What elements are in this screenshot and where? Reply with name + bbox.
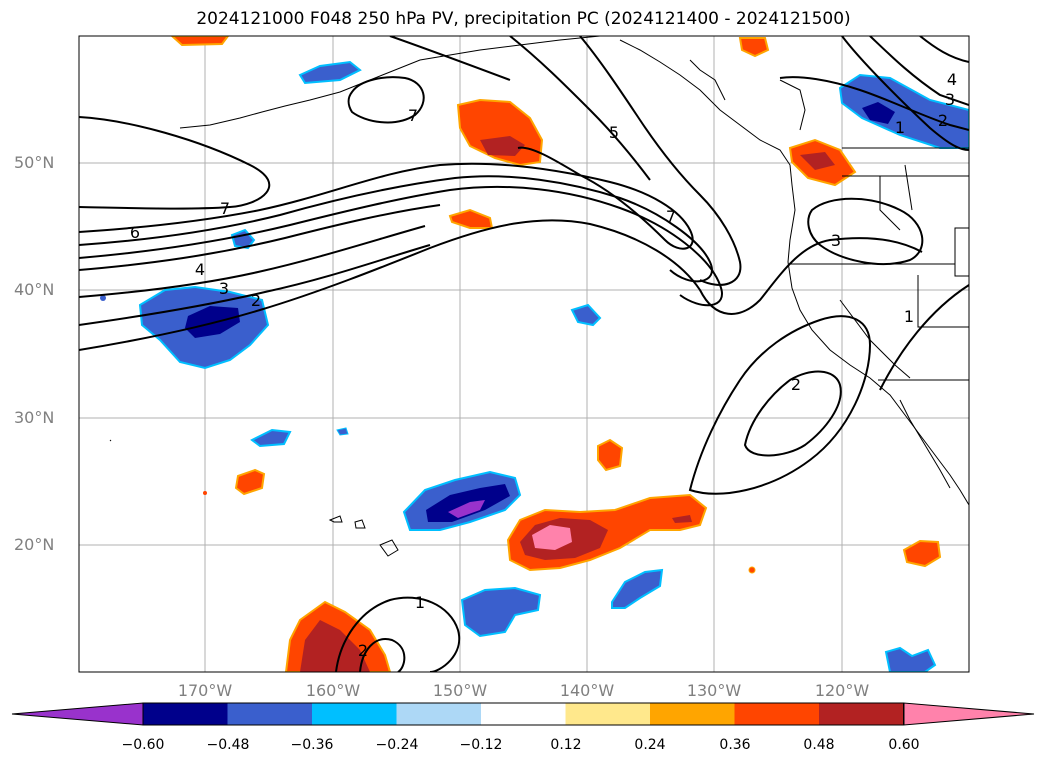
colorbar-segment — [650, 703, 735, 725]
pv-label: 2 — [791, 375, 801, 394]
map-title: 2024121000 F048 250 hPa PV, precipitatio… — [196, 9, 851, 29]
lon-label-140w: 140°W — [559, 681, 615, 700]
colorbar-tick: −0.24 — [375, 737, 419, 753]
pv-label: 7 — [666, 207, 676, 226]
precip-blob-bottom-right-blue — [884, 646, 937, 672]
precip-blob-top-orange-small — [738, 37, 770, 58]
colorbar-segment — [143, 703, 228, 725]
precip-blob-washington-orange — [788, 138, 857, 187]
colorbar-tick: −0.36 — [290, 737, 334, 753]
colorbar-tick: −0.12 — [459, 737, 503, 753]
map-frame — [78, 35, 970, 673]
precip-blob-gulf-alaska-orange — [456, 98, 544, 167]
precip-dot — [100, 295, 106, 301]
precip-blob-top-left-orange — [170, 36, 230, 47]
colorbar-tick: 0.48 — [803, 737, 835, 753]
precip-blob-south-blue-small — [250, 427, 349, 448]
precip-blob-bc-blue — [838, 73, 969, 149]
lon-label-160w: 160°W — [305, 681, 361, 700]
colorbar-frame — [142, 702, 904, 726]
pv-label: 3 — [219, 279, 229, 298]
lat-label-20n: 20°N — [14, 535, 55, 554]
colorbar-arrow-left — [11, 702, 144, 726]
lat-label-30n: 30°N — [14, 408, 55, 427]
pv-label: 5 — [609, 123, 619, 142]
pv-label: 1 — [415, 593, 425, 612]
pv-label: 7 — [220, 199, 230, 218]
precip-blob-hawaii-blue — [402, 470, 522, 531]
pv-label: 4 — [947, 70, 957, 89]
colorbar-tick: 0.12 — [550, 737, 582, 753]
precip-blob-mid-blue-small — [570, 303, 602, 327]
pv-label: 4 — [195, 260, 205, 279]
colorbar — [11, 702, 1035, 726]
colorbar-segment — [734, 703, 820, 725]
colorbar-arrow-right — [903, 702, 1035, 726]
precip-dot — [748, 566, 756, 574]
pv-label: 2 — [358, 641, 368, 660]
lon-label-130w: 130°W — [686, 681, 742, 700]
pv-label: 6 — [130, 223, 140, 242]
colorbar-segment — [819, 703, 904, 725]
lon-label-120w: 120°W — [814, 681, 870, 700]
colorbar-tick: 0.60 — [888, 737, 920, 753]
precip-blob-aleutian-blue — [298, 60, 362, 85]
colorbar-segment — [396, 703, 482, 725]
precip-blob-south-orange-small — [234, 438, 624, 496]
colorbar-tick: 0.36 — [719, 737, 751, 753]
colorbar-tick: −0.60 — [121, 737, 165, 753]
pv-label: 7 — [408, 106, 418, 125]
pv-contour-labels: 7 5 7 7 6 4 3 2 3 2 1 1 4 3 2 1 2 — [130, 70, 957, 660]
lat-label-40n: 40°N — [14, 280, 55, 299]
pv-label: 1 — [895, 118, 905, 137]
colorbar-tick: −0.48 — [206, 737, 250, 753]
pv-label: 3 — [945, 90, 955, 109]
colorbar-segment — [227, 703, 313, 725]
lat-label-50n: 50°N — [14, 153, 55, 172]
colorbar-tick: 0.24 — [634, 737, 666, 753]
pv-label: 2 — [251, 291, 261, 310]
precip-blob-subtropical-orange — [506, 493, 708, 572]
lon-label-150w: 150°W — [432, 681, 488, 700]
precip-dot — [203, 491, 207, 495]
colorbar-segment — [481, 703, 566, 725]
pv-contours — [79, 36, 969, 672]
precip-blob-baja-orange — [902, 539, 942, 568]
pv-label: 2 — [938, 111, 948, 130]
precip-blob-south-mid-blue — [460, 568, 664, 638]
colorbar-segment — [312, 703, 397, 725]
colorbar-segment — [565, 703, 651, 725]
pv-label: 1 — [904, 307, 914, 326]
pv-label: 3 — [831, 231, 841, 250]
lon-label-170w: 170°W — [177, 681, 233, 700]
